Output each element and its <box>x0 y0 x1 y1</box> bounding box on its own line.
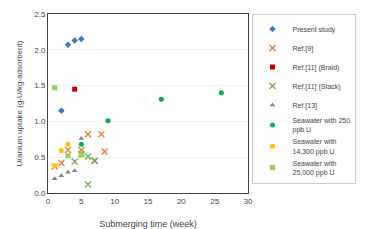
svg-text:0: 0 <box>46 197 51 206</box>
svg-text:2.5: 2.5 <box>34 10 46 19</box>
svg-text:Seawater with14,300 ppb U: Seawater with14,300 ppb U <box>293 138 337 155</box>
svg-text:2.0: 2.0 <box>34 46 46 55</box>
svg-text:0.0: 0.0 <box>34 189 46 198</box>
svg-text:Seawater with 250ppb U: Seawater with 250ppb U <box>293 117 351 134</box>
svg-text:10: 10 <box>110 197 119 206</box>
svg-text:Ref.[11] (Stack): Ref.[11] (Stack) <box>293 83 341 91</box>
svg-text:Uranium uptake (g-U/kg-adsorbe: Uranium uptake (g-U/kg-adsorbent) <box>15 40 24 166</box>
svg-text:Ref.[13]: Ref.[13] <box>293 102 318 110</box>
svg-text:1.5: 1.5 <box>34 81 46 90</box>
svg-text:Submerging time (week): Submerging time (week) <box>99 219 197 229</box>
svg-text:Ref.[9]: Ref.[9] <box>293 45 314 53</box>
svg-text:Present study: Present study <box>293 26 336 34</box>
svg-text:0.5: 0.5 <box>34 153 46 162</box>
svg-text:Seawater with25,000 ppb U: Seawater with25,000 ppb U <box>293 160 337 177</box>
svg-text:20: 20 <box>177 197 186 206</box>
svg-text:30: 30 <box>244 197 253 206</box>
svg-text:5: 5 <box>79 197 84 206</box>
svg-text:25: 25 <box>210 197 219 206</box>
svg-text:15: 15 <box>144 197 153 206</box>
svg-text:1.0: 1.0 <box>34 117 46 126</box>
svg-text:Ref.[11] (Braid): Ref.[11] (Braid) <box>293 64 340 72</box>
